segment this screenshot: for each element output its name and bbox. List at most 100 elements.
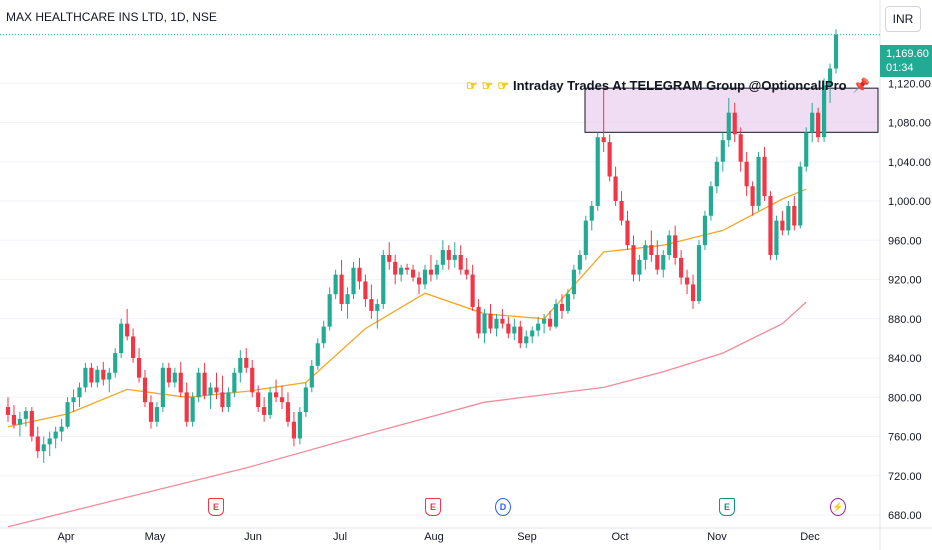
candle-body xyxy=(482,313,487,334)
candle-body xyxy=(65,402,70,427)
candle-body xyxy=(113,353,118,373)
candle-body xyxy=(726,112,731,141)
symbol-title: MAX HEALTHCARE INS LTD, 1D, NSE xyxy=(6,10,217,24)
candle-body xyxy=(166,367,171,383)
candle-body xyxy=(83,367,88,388)
candle-body xyxy=(214,387,219,393)
candle-body xyxy=(762,156,767,197)
candle-body xyxy=(488,313,493,329)
candle-body xyxy=(345,294,350,305)
candle-body xyxy=(547,318,553,327)
candle-body xyxy=(136,358,142,378)
y-tick-label: 960.00 xyxy=(888,235,922,247)
candle-body xyxy=(500,318,505,324)
candle-body xyxy=(524,336,529,344)
candle-body xyxy=(422,269,428,285)
x-tick-label: Aug xyxy=(424,531,444,543)
candle-body xyxy=(125,323,130,337)
candle-body xyxy=(684,277,690,285)
candle-body xyxy=(744,161,749,187)
candle-body xyxy=(291,421,297,439)
candle-body xyxy=(47,438,52,445)
candle-body xyxy=(250,367,255,393)
x-tick-label: Sep xyxy=(517,531,537,543)
candle-body xyxy=(512,326,517,334)
candle-body xyxy=(530,330,535,337)
candle-body xyxy=(131,336,136,358)
split-event-icon[interactable]: ⚡ xyxy=(830,498,846,516)
pushpin-icon: 📌 xyxy=(852,77,871,93)
candle-body xyxy=(279,397,285,403)
y-tick-label: 800.00 xyxy=(888,392,922,404)
candle-body xyxy=(428,269,434,275)
currency-button[interactable]: INR xyxy=(885,6,921,32)
candle-body xyxy=(607,142,612,177)
earnings-event-icon[interactable]: E xyxy=(719,498,735,516)
candle-body xyxy=(690,284,696,302)
candle-body xyxy=(410,269,416,278)
candle-body xyxy=(559,304,565,311)
candle-body xyxy=(661,254,666,270)
y-tick-label: 880.00 xyxy=(888,314,922,326)
candle-body xyxy=(827,68,833,86)
candle-body xyxy=(804,132,809,167)
candle-body xyxy=(29,410,34,437)
last-price-value: 1,169.60 xyxy=(886,48,929,60)
candle-body xyxy=(589,205,594,221)
candle-body xyxy=(273,392,279,398)
x-tick-label: Jul xyxy=(333,531,347,543)
y-tick-label: 760.00 xyxy=(888,432,922,444)
candle-body xyxy=(375,304,380,311)
candle-body xyxy=(369,299,374,311)
candle-body xyxy=(732,112,737,135)
candle-body xyxy=(673,235,678,258)
candle-body xyxy=(5,407,11,415)
candle-body xyxy=(393,261,398,275)
candle-body xyxy=(172,372,177,383)
candle-body xyxy=(583,220,588,255)
candle-body xyxy=(702,215,708,246)
candle-body xyxy=(405,267,410,270)
candle-body xyxy=(542,318,547,324)
candle-body xyxy=(399,267,404,275)
candle-body xyxy=(476,306,481,334)
candle-body xyxy=(708,186,713,216)
earnings-event-icon[interactable]: E xyxy=(208,498,224,516)
earnings-event-icon[interactable]: E xyxy=(425,498,441,516)
candle-body xyxy=(792,205,797,226)
candle-body xyxy=(506,323,511,334)
candle-body xyxy=(327,294,332,327)
candle-body xyxy=(321,326,326,344)
candle-body xyxy=(750,186,755,206)
dividend-event-icon[interactable]: D xyxy=(495,498,511,516)
candle-body xyxy=(208,387,213,396)
candle-body xyxy=(649,245,654,255)
candle-body xyxy=(494,318,499,329)
candle-body xyxy=(780,220,785,231)
candle-body xyxy=(756,156,761,206)
x-tick-label: Nov xyxy=(707,531,727,543)
ma-slow-line xyxy=(7,301,807,528)
candle-body xyxy=(786,205,791,231)
y-tick-label: 920.00 xyxy=(888,275,922,287)
candle-body xyxy=(440,250,445,265)
candle-body xyxy=(631,245,636,275)
candle-body xyxy=(595,137,600,206)
candle-body xyxy=(667,235,672,255)
y-tick-label: 1,000.00 xyxy=(888,196,931,208)
candle-body xyxy=(434,264,439,275)
candle-body xyxy=(23,410,28,419)
candle-body xyxy=(387,254,392,262)
candle-body xyxy=(816,112,821,138)
candle-body xyxy=(35,436,40,452)
y-tick-label: 680.00 xyxy=(888,510,922,522)
candle-body xyxy=(363,281,368,300)
candle-body xyxy=(619,201,624,221)
candle-body xyxy=(262,407,267,415)
candle-body xyxy=(357,267,362,282)
candle-body xyxy=(89,367,94,383)
candle-body xyxy=(351,267,356,295)
candle-body xyxy=(696,245,702,302)
candle-body xyxy=(244,358,249,368)
